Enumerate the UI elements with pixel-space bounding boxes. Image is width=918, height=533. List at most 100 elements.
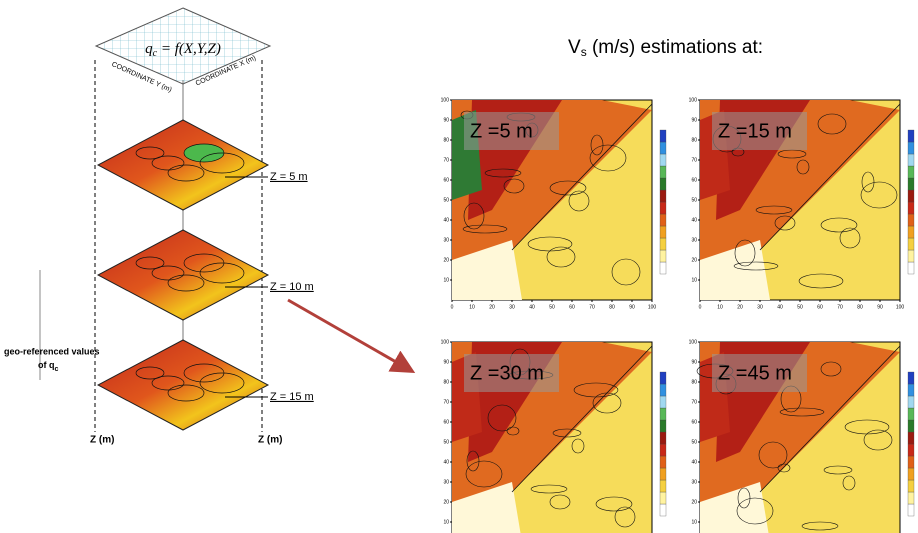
x-tick-label: 70 <box>837 304 843 310</box>
colorbar-cell <box>659 443 667 457</box>
y-tick-label: 80 <box>691 379 697 385</box>
x-tick-label: 20 <box>489 304 495 310</box>
y-tick-label: 30 <box>691 479 697 485</box>
y-tick-label: 100 <box>441 339 450 345</box>
x-tick-label: 50 <box>549 304 555 310</box>
colorbar-cell <box>659 419 667 433</box>
contour <box>796 159 810 175</box>
contour <box>774 215 796 231</box>
contour <box>466 450 480 472</box>
colorbar-cell <box>907 129 915 143</box>
colorbar-cell <box>659 383 667 397</box>
colorbar-cell <box>659 141 667 155</box>
region <box>452 240 522 300</box>
contour <box>755 205 793 215</box>
contour <box>463 202 485 230</box>
colorbar-cell <box>907 189 915 203</box>
arrow <box>287 298 416 373</box>
panel-label: Z =15 m <box>718 120 792 142</box>
colorbar-cell <box>907 503 915 517</box>
y-tick-label: 20 <box>691 499 697 505</box>
y-tick-label: 50 <box>443 439 449 445</box>
x-tick-label: 20 <box>737 304 743 310</box>
contour <box>590 134 604 156</box>
contour <box>823 465 853 475</box>
contour <box>135 366 165 380</box>
contour <box>199 262 245 284</box>
region <box>700 240 770 300</box>
colorbar-cell <box>907 419 915 433</box>
contour <box>737 487 751 509</box>
x-tick-label: 100 <box>896 304 905 310</box>
y-tick-label: 80 <box>443 379 449 385</box>
contour <box>135 146 165 160</box>
colorbar-cell <box>907 371 915 385</box>
contour <box>546 246 576 268</box>
y-tick-label: 40 <box>443 459 449 465</box>
y-tick-label: 40 <box>691 217 697 223</box>
y-tick-label: 80 <box>691 137 697 143</box>
contour <box>736 497 774 525</box>
y-tick-label: 60 <box>443 419 449 425</box>
colorbar-cell <box>659 479 667 493</box>
colorbar-cell <box>659 249 667 263</box>
contour <box>151 265 185 281</box>
side-label: of qc <box>38 360 59 372</box>
contour <box>798 273 844 289</box>
colorbar-cell <box>907 237 915 251</box>
contour <box>759 345 901 493</box>
y-tick-label: 20 <box>443 499 449 505</box>
x-tick-label: 80 <box>609 304 615 310</box>
colorbar-cell <box>907 431 915 445</box>
contour <box>844 419 890 435</box>
colorbar-cell <box>907 479 915 493</box>
panel-label: Z =45 m <box>718 362 792 384</box>
contour <box>614 506 636 528</box>
colorbar-cell <box>659 225 667 239</box>
y-tick-label: 50 <box>443 197 449 203</box>
y-tick-label: 10 <box>691 277 697 283</box>
contour <box>503 178 525 194</box>
label-box <box>712 354 807 392</box>
x-tick-label: 30 <box>509 304 515 310</box>
contour <box>589 144 627 172</box>
label-box <box>464 354 559 392</box>
x-tick-label: 80 <box>857 304 863 310</box>
contour <box>817 113 847 135</box>
formula: qc = f(X,Y,Z) <box>145 41 221 59</box>
colorbar-cell <box>907 455 915 469</box>
colorbar-cell <box>907 395 915 409</box>
colorbar-cell <box>659 491 667 505</box>
colorbar-cell <box>907 467 915 481</box>
colorbar-cell <box>907 249 915 263</box>
y-tick-label: 20 <box>443 257 449 263</box>
contour <box>549 494 571 510</box>
contour <box>151 155 185 171</box>
colorbar-cell <box>907 443 915 457</box>
x-tick-label: 60 <box>817 304 823 310</box>
colorbar-cell <box>659 213 667 227</box>
contour <box>484 168 522 178</box>
contour <box>530 484 568 494</box>
contour <box>527 236 573 252</box>
y-tick-label: 40 <box>443 217 449 223</box>
contour <box>167 164 205 182</box>
y-tick-label: 80 <box>443 137 449 143</box>
contour-panel: Z =30 m010203040506070809010010203040506… <box>441 339 667 533</box>
x-tick-label: 70 <box>589 304 595 310</box>
contour <box>135 256 165 270</box>
colorbar-cell <box>659 467 667 481</box>
contour <box>506 426 520 436</box>
y-tick-label: 70 <box>443 399 449 405</box>
contour <box>462 224 508 234</box>
contour <box>863 429 893 451</box>
x-tick-label: 50 <box>797 304 803 310</box>
contour <box>842 475 856 491</box>
colorbar-cell <box>907 165 915 179</box>
colorbar-cell <box>659 129 667 143</box>
colorbar-cell <box>659 177 667 191</box>
colorbar-cell <box>659 455 667 469</box>
contour <box>465 460 503 488</box>
region <box>452 482 521 533</box>
y-tick-label: 60 <box>691 177 697 183</box>
